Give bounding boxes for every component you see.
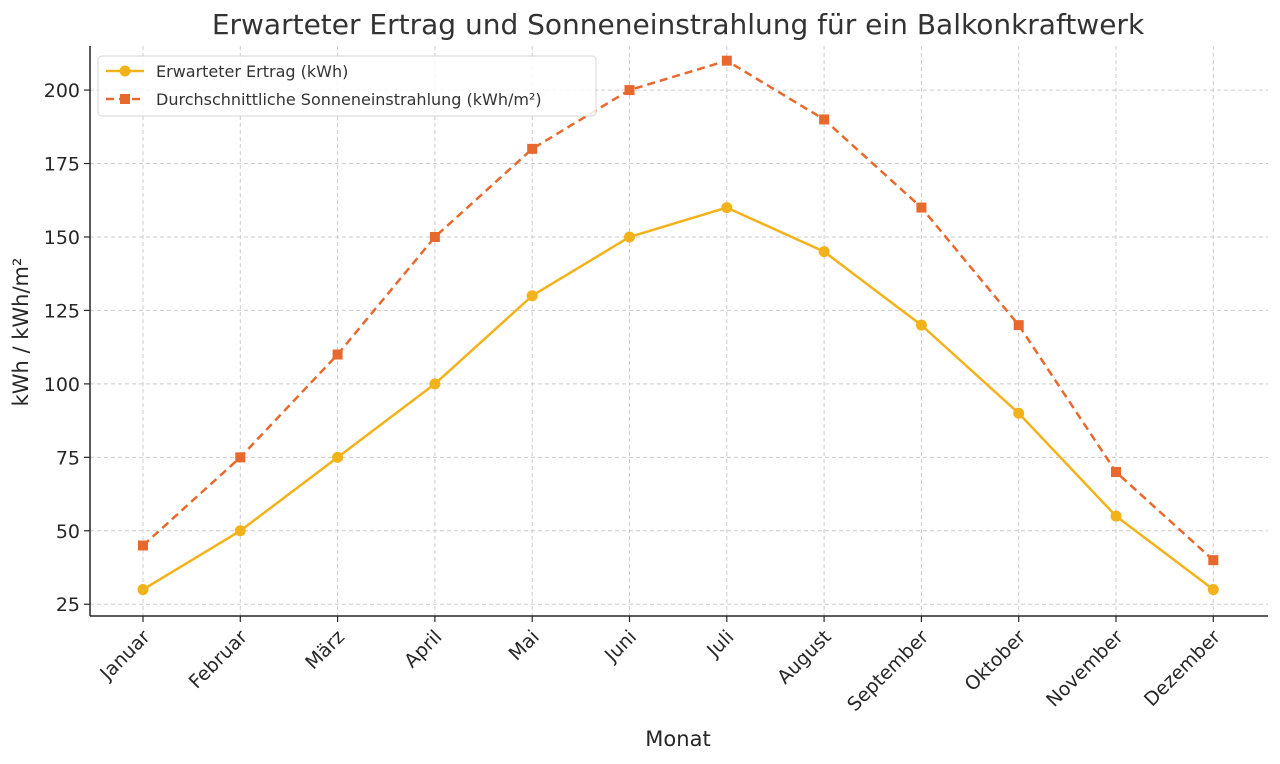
series-area <box>137 55 1219 596</box>
x-tick-label: Oktober <box>961 626 1031 696</box>
data-point <box>429 231 440 242</box>
data-point <box>429 378 441 390</box>
data-point <box>819 114 830 125</box>
x-tick-label: Februar <box>185 626 252 693</box>
data-point <box>1111 467 1121 478</box>
data-point <box>138 540 148 551</box>
x-tick-label: Juni <box>600 626 641 667</box>
legend-marker <box>120 94 130 104</box>
data-point <box>624 231 635 243</box>
data-point <box>332 349 343 360</box>
data-point <box>526 290 538 302</box>
data-point <box>527 143 538 154</box>
legend: Erwarteter Ertrag (kWh) Durchschnittliche… <box>97 55 597 117</box>
data-point <box>1207 584 1219 596</box>
legend-entry: Durchschnittliche Sonneneinstrahlung (kW… <box>106 90 542 109</box>
y-tick-label: 125 <box>44 300 80 322</box>
legend-entry: Erwarteter Ertrag (kWh) <box>106 62 348 81</box>
data-point <box>1208 555 1219 566</box>
x-tick-label: Januar <box>95 626 154 685</box>
x-tick-label: Juli <box>702 626 738 662</box>
data-point <box>137 584 149 596</box>
legend-box <box>97 55 597 117</box>
series-2 <box>138 55 1219 566</box>
data-point <box>916 202 927 213</box>
series-1 <box>137 202 1219 596</box>
series-line <box>142 59 1215 562</box>
x-tick-label: November <box>1042 626 1128 712</box>
series-line <box>142 206 1215 591</box>
data-point <box>1013 320 1024 331</box>
x-tick-label: Mai <box>505 626 544 665</box>
legend-label: Durchschnittliche Sonneneinstrahlung (kW… <box>156 90 542 109</box>
data-point <box>235 452 246 463</box>
y-tick-label: 75 <box>56 447 80 469</box>
axes: 25 50 75 100 125 150 175 200 Januar Februar März Ap… <box>44 46 1268 716</box>
data-point <box>234 525 246 537</box>
x-tick-label: März <box>301 626 349 674</box>
chart-title: Erwarteter Ertrag und Sonneneinstrahlung… <box>212 8 1145 41</box>
x-tick-label: April <box>400 626 446 672</box>
grid <box>90 46 1268 616</box>
y-tick-label: 25 <box>56 594 80 616</box>
data-point <box>721 202 733 214</box>
data-point <box>1110 510 1122 522</box>
x-axis-label: Monat <box>645 727 710 751</box>
y-axis-label: kWh / kWh/m² <box>9 258 33 407</box>
data-point <box>915 319 927 331</box>
y-tick-label: 150 <box>44 227 80 249</box>
y-tick-label: 100 <box>44 374 80 396</box>
y-tick-label: 175 <box>44 154 80 176</box>
data-point <box>624 85 635 96</box>
y-tick-label: 50 <box>56 521 80 543</box>
legend-label: Erwarteter Ertrag (kWh) <box>156 62 348 81</box>
data-point <box>332 451 344 463</box>
legend-marker <box>119 65 131 77</box>
data-point <box>818 246 830 258</box>
x-tick-label: August <box>773 626 836 689</box>
data-point <box>721 55 732 66</box>
x-tick-label: Dezember <box>1140 626 1225 711</box>
y-tick-label: 200 <box>44 80 80 102</box>
data-point <box>1013 407 1025 419</box>
x-tick-label: September <box>843 626 933 716</box>
